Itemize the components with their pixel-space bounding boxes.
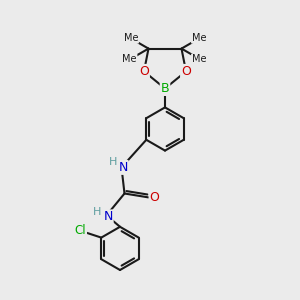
Text: Me: Me — [192, 33, 206, 43]
Text: Cl: Cl — [74, 224, 86, 237]
Text: H: H — [109, 157, 117, 167]
Text: H: H — [93, 207, 101, 217]
Text: N: N — [118, 161, 128, 174]
Text: Me: Me — [124, 33, 138, 43]
Text: O: O — [181, 65, 191, 78]
Text: N: N — [103, 210, 113, 224]
Text: Me: Me — [122, 54, 136, 64]
Text: B: B — [161, 82, 169, 95]
Text: O: O — [150, 191, 159, 204]
Text: O: O — [139, 65, 149, 78]
Text: Me: Me — [192, 54, 206, 64]
